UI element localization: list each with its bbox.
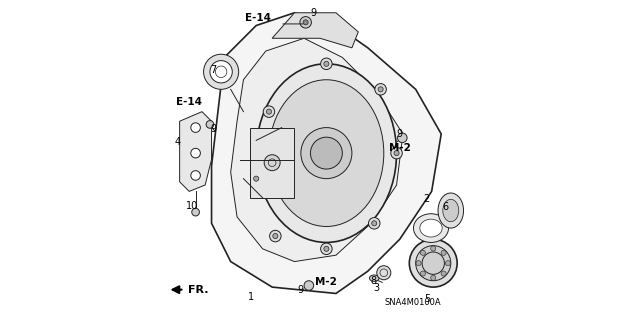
- Text: 5: 5: [424, 294, 430, 304]
- Text: 8: 8: [371, 276, 377, 286]
- Text: E-14: E-14: [244, 12, 271, 23]
- Text: 9: 9: [210, 124, 216, 134]
- Circle shape: [391, 147, 403, 159]
- Text: 7: 7: [210, 65, 216, 75]
- FancyBboxPatch shape: [250, 128, 294, 198]
- Ellipse shape: [410, 239, 457, 287]
- Circle shape: [378, 87, 383, 92]
- Ellipse shape: [377, 266, 391, 280]
- Circle shape: [253, 176, 259, 181]
- Text: 1: 1: [248, 292, 255, 302]
- Text: E-14: E-14: [176, 97, 202, 107]
- Ellipse shape: [416, 246, 451, 281]
- Ellipse shape: [369, 275, 379, 281]
- Circle shape: [431, 275, 436, 280]
- Circle shape: [420, 250, 426, 255]
- Text: 9: 9: [298, 285, 304, 295]
- Ellipse shape: [420, 219, 442, 237]
- Circle shape: [310, 137, 342, 169]
- Polygon shape: [230, 38, 403, 262]
- Circle shape: [191, 171, 200, 180]
- Circle shape: [441, 250, 446, 255]
- Text: M-2: M-2: [316, 277, 337, 287]
- Circle shape: [301, 128, 352, 179]
- Circle shape: [375, 84, 387, 95]
- Ellipse shape: [210, 61, 232, 83]
- Circle shape: [300, 17, 312, 28]
- Ellipse shape: [204, 54, 239, 89]
- Polygon shape: [272, 13, 358, 48]
- Text: 10: 10: [186, 201, 198, 211]
- Ellipse shape: [269, 80, 384, 226]
- Circle shape: [431, 246, 436, 251]
- Circle shape: [321, 243, 332, 255]
- Circle shape: [394, 151, 399, 156]
- Ellipse shape: [413, 214, 449, 242]
- Circle shape: [192, 208, 200, 216]
- Ellipse shape: [256, 64, 397, 242]
- Text: M-2: M-2: [390, 143, 412, 153]
- Text: 2: 2: [423, 194, 429, 204]
- Circle shape: [191, 123, 200, 132]
- Circle shape: [266, 109, 271, 114]
- Circle shape: [191, 148, 200, 158]
- Circle shape: [416, 261, 421, 266]
- Circle shape: [206, 121, 214, 128]
- Text: 9: 9: [396, 129, 402, 139]
- Text: SNA4M0100A: SNA4M0100A: [384, 298, 441, 307]
- Circle shape: [321, 58, 332, 70]
- Circle shape: [369, 218, 380, 229]
- Circle shape: [441, 271, 446, 276]
- Text: FR.: FR.: [188, 285, 208, 295]
- Polygon shape: [212, 13, 441, 293]
- Circle shape: [303, 20, 308, 25]
- Circle shape: [264, 155, 280, 171]
- Polygon shape: [180, 112, 212, 191]
- Text: 4: 4: [175, 137, 181, 147]
- Circle shape: [250, 173, 262, 184]
- Circle shape: [372, 221, 377, 226]
- Circle shape: [263, 106, 275, 117]
- Circle shape: [324, 246, 329, 251]
- Circle shape: [324, 61, 329, 66]
- Ellipse shape: [443, 199, 459, 222]
- Text: 6: 6: [442, 202, 449, 212]
- Circle shape: [445, 261, 451, 266]
- Circle shape: [397, 133, 407, 143]
- Circle shape: [304, 281, 314, 290]
- Text: 9: 9: [310, 8, 317, 19]
- Circle shape: [273, 234, 278, 239]
- Circle shape: [269, 230, 281, 242]
- Circle shape: [420, 271, 426, 276]
- Ellipse shape: [438, 193, 463, 228]
- Text: 3: 3: [373, 283, 380, 293]
